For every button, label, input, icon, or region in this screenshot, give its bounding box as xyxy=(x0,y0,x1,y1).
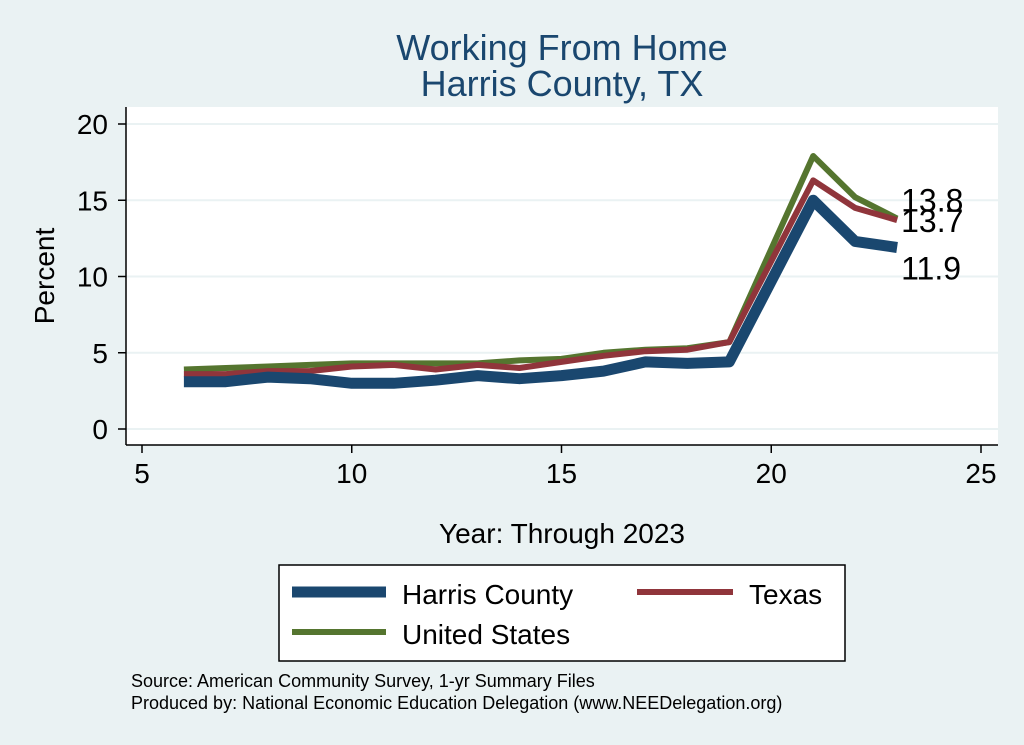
x-tick-label: 10 xyxy=(336,458,367,489)
chart-title-line-1: Working From Home xyxy=(396,27,727,68)
legend-label-texas: Texas xyxy=(749,579,822,610)
producer-note: Produced by: National Economic Education… xyxy=(131,693,782,713)
series-line-harris-county xyxy=(183,194,898,389)
y-tick-label: 0 xyxy=(92,414,108,445)
y-tick-label: 10 xyxy=(77,262,108,293)
legend-box xyxy=(278,564,846,662)
x-tick-label: 15 xyxy=(546,458,577,489)
end-label-united-states: 13.8 xyxy=(901,183,963,219)
chart-title-line-2: Harris County, TX xyxy=(421,63,704,104)
x-tick-label: 25 xyxy=(965,458,996,489)
series-lines xyxy=(183,153,899,389)
y-axis-label: Percent xyxy=(29,228,60,325)
gridlines xyxy=(126,123,998,430)
x-tick-label: 5 xyxy=(134,458,150,489)
y-tick-label: 20 xyxy=(77,109,108,140)
legend-label-harris-county: Harris County xyxy=(402,579,573,610)
y-tick-label: 15 xyxy=(77,185,108,216)
x-tick-label: 20 xyxy=(756,458,787,489)
end-label-texas: 13.7 xyxy=(901,203,963,239)
x-axis-label: Year: Through 2023 xyxy=(439,518,685,549)
source-note: Source: American Community Survey, 1-yr … xyxy=(131,671,595,691)
series-line-texas xyxy=(183,177,898,378)
series-line-united-states xyxy=(183,153,899,373)
end-label-harris-county: 11.9 xyxy=(901,251,961,287)
legend-label-united-states: United States xyxy=(402,619,570,650)
y-tick-label: 5 xyxy=(92,338,108,369)
end-labels: 11.9 13.713.8 xyxy=(901,183,963,287)
